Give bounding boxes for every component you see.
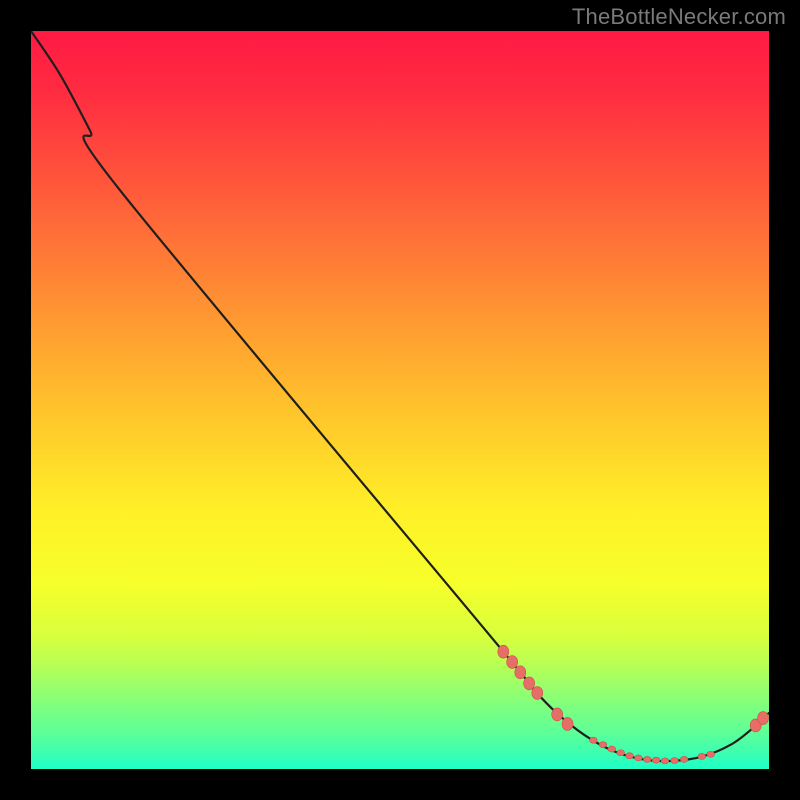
data-marker (507, 655, 518, 668)
gradient-background (31, 31, 769, 769)
data-marker (626, 753, 634, 759)
data-marker (617, 750, 625, 756)
data-marker (680, 756, 688, 762)
data-marker (498, 645, 509, 658)
data-marker (599, 742, 607, 748)
data-marker (532, 686, 543, 699)
data-marker (590, 737, 598, 743)
data-marker (552, 708, 563, 721)
data-marker (524, 677, 535, 690)
data-marker (707, 751, 715, 757)
chart-canvas: TheBottleNecker.com (0, 0, 800, 800)
data-marker (698, 753, 706, 759)
chart-svg (31, 31, 769, 769)
data-marker (671, 758, 679, 764)
data-marker (515, 666, 526, 679)
watermark-text: TheBottleNecker.com (572, 4, 786, 30)
data-marker (758, 712, 769, 725)
data-marker (652, 757, 660, 763)
data-marker (608, 746, 616, 752)
data-marker (661, 758, 669, 764)
data-marker (643, 756, 651, 762)
plot-area (31, 31, 769, 769)
data-marker (635, 755, 643, 761)
data-marker (562, 717, 573, 730)
